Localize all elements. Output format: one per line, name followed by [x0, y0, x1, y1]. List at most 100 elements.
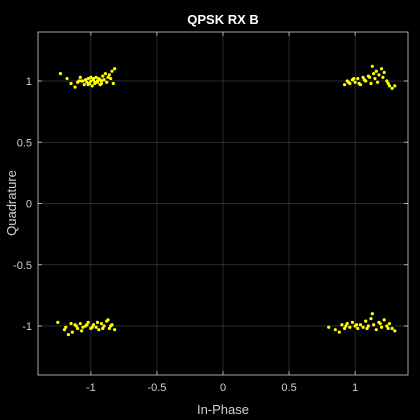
x-tick-label-1: -0.5	[147, 382, 166, 394]
x-tick-label-3: 0.5	[281, 382, 296, 394]
y-tick-label-1: -0.5	[13, 260, 32, 272]
data-point	[333, 328, 337, 332]
data-point	[94, 75, 98, 79]
data-point	[344, 324, 348, 328]
data-point	[379, 67, 384, 71]
x-tick-label-2: 0	[220, 382, 226, 394]
data-point	[62, 328, 67, 332]
data-point	[387, 84, 392, 88]
data-point	[364, 319, 368, 323]
data-point	[111, 81, 115, 86]
data-point	[94, 325, 98, 329]
data-point	[113, 328, 117, 332]
data-point	[64, 325, 68, 329]
data-point	[89, 79, 93, 83]
data-point	[110, 69, 114, 73]
data-point	[83, 78, 88, 82]
data-point	[373, 76, 377, 81]
data-point	[368, 75, 372, 79]
data-point	[342, 83, 347, 87]
data-point	[370, 312, 374, 316]
data-point	[85, 80, 89, 84]
data-point	[65, 76, 69, 81]
data-point	[81, 325, 85, 329]
data-point	[354, 323, 359, 327]
data-point	[99, 81, 104, 86]
data-point	[106, 75, 110, 79]
data-point	[369, 81, 373, 86]
data-point	[374, 69, 378, 73]
data-point	[98, 78, 102, 82]
data-point	[350, 320, 355, 324]
data-point	[102, 78, 106, 82]
data-point	[345, 321, 349, 326]
data-point	[86, 76, 90, 81]
data-point	[105, 80, 109, 84]
data-point	[93, 80, 97, 84]
data-point	[85, 323, 89, 327]
data-point	[366, 324, 370, 328]
data-point	[99, 321, 104, 326]
data-point	[102, 324, 106, 328]
data-point	[80, 329, 84, 333]
axes-frame	[37, 31, 409, 376]
data-point	[109, 76, 113, 81]
data-point	[358, 323, 363, 327]
data-point	[382, 70, 386, 75]
data-point	[78, 75, 82, 79]
y-tick-label-3: 0.5	[17, 137, 32, 149]
data-point	[382, 318, 386, 322]
data-point	[327, 325, 331, 329]
chart-title: QPSK RX B	[187, 12, 259, 27]
data-point	[107, 326, 111, 331]
data-point	[78, 321, 82, 326]
data-point	[346, 80, 351, 84]
data-point	[97, 328, 101, 332]
data-point	[70, 330, 74, 334]
x-tick-label-0: -1	[86, 382, 96, 394]
data-point	[90, 325, 94, 329]
data-point	[372, 72, 376, 76]
data-point	[101, 74, 105, 78]
data-point	[107, 73, 111, 77]
data-point	[66, 332, 70, 337]
data-point	[377, 73, 381, 77]
y-tick-label-2: 0	[26, 199, 32, 211]
data-point	[74, 324, 78, 328]
data-point	[385, 324, 389, 328]
data-point	[393, 329, 397, 333]
data-point	[340, 323, 344, 327]
data-point	[374, 328, 378, 332]
data-point	[357, 81, 361, 86]
x-axis-label: In-Phase	[197, 402, 249, 417]
data-point	[352, 76, 356, 81]
tick-labels: -1 -0.5 0 0.5 1 -1 -0.5 0 0.5 1	[13, 76, 358, 394]
data-point	[58, 72, 63, 76]
data-point	[90, 84, 94, 88]
data-point	[113, 67, 117, 71]
data-point	[95, 320, 100, 324]
data-point	[393, 84, 397, 88]
data-points	[56, 64, 397, 337]
data-point	[379, 325, 384, 329]
data-point	[381, 75, 385, 79]
data-point	[342, 326, 347, 331]
data-point	[361, 75, 365, 79]
data-point	[390, 86, 394, 90]
data-point	[356, 76, 360, 81]
data-point	[348, 325, 352, 329]
data-point	[95, 79, 100, 83]
data-point	[73, 85, 77, 89]
data-point	[77, 79, 81, 83]
data-point	[89, 75, 93, 79]
data-point	[385, 79, 389, 83]
data-point	[337, 330, 341, 334]
data-point	[361, 325, 365, 329]
y-tick-label-0: -1	[22, 321, 32, 333]
data-point	[353, 80, 357, 84]
data-point	[387, 321, 392, 326]
data-point	[370, 64, 374, 68]
data-point	[109, 324, 113, 328]
